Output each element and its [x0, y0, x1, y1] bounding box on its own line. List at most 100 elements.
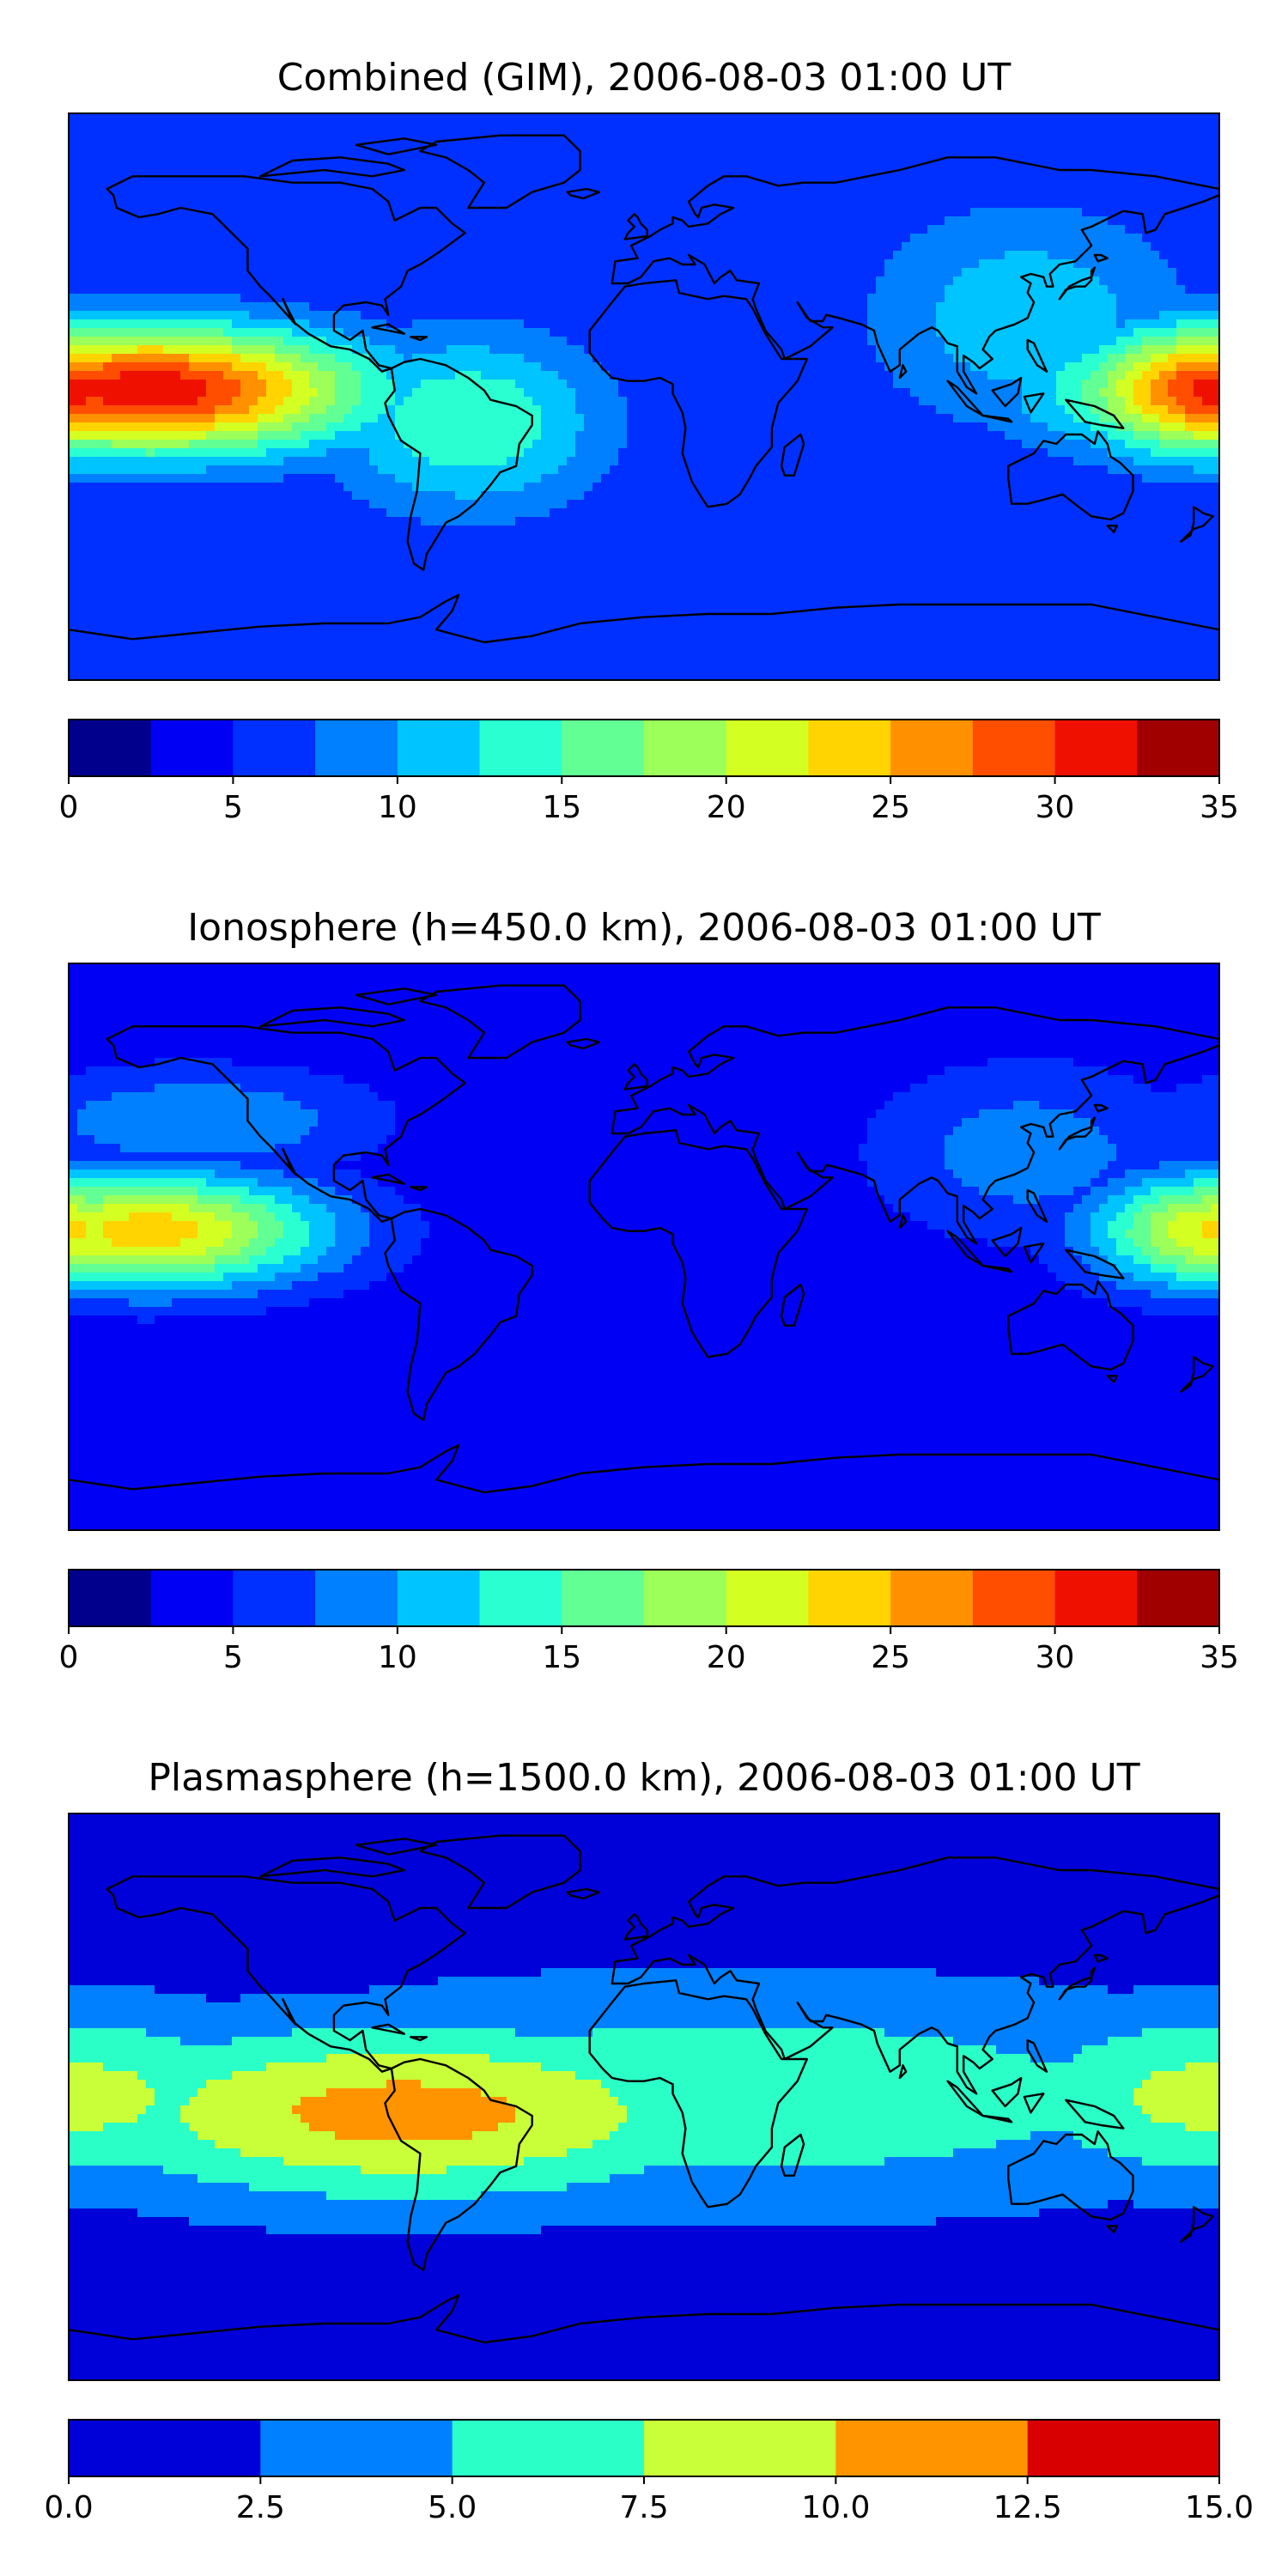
field-cell [927, 173, 937, 183]
field-cell [678, 311, 688, 320]
field-cell [1039, 268, 1048, 277]
field-cell [841, 397, 851, 406]
field-cell [481, 397, 490, 406]
field-cell [69, 139, 78, 149]
field-cell [867, 414, 877, 423]
field-cell [129, 431, 138, 440]
field-cell [713, 234, 722, 243]
field-cell [275, 131, 284, 140]
field-cell [94, 380, 104, 389]
field-cell [292, 302, 301, 312]
field-cell [352, 139, 361, 149]
field-cell [69, 302, 78, 312]
field-cell [1151, 234, 1160, 243]
field-cell [1151, 380, 1160, 389]
field-cell [1176, 276, 1186, 286]
field-cell [86, 113, 95, 123]
field-cell [833, 139, 842, 149]
field-cell [738, 182, 748, 191]
field-cell [361, 319, 370, 329]
field-cell [902, 337, 911, 346]
field-cell [1194, 422, 1203, 432]
field-cell [1176, 319, 1186, 329]
field-cell [1082, 354, 1091, 363]
field-cell [1108, 208, 1117, 217]
field-cell [859, 131, 868, 140]
field-cell [1194, 328, 1203, 337]
field-cell [369, 319, 379, 329]
field-cell [773, 294, 782, 303]
field-cell [301, 268, 310, 277]
field-cell [618, 354, 628, 363]
field-cell [1039, 422, 1048, 432]
field-cell [661, 268, 671, 277]
field-cell [567, 302, 576, 312]
field-cell [155, 414, 164, 423]
field-cell [146, 345, 155, 355]
field-cell [910, 131, 920, 140]
field-cell [1116, 380, 1126, 389]
field-cell [1176, 328, 1186, 337]
field-cell [1099, 345, 1109, 355]
field-cell [781, 182, 791, 191]
field-cell [472, 294, 482, 303]
field-cell [764, 182, 774, 191]
field-cell [455, 414, 465, 423]
field-cell [515, 414, 525, 423]
field-cell [1125, 371, 1134, 380]
field-cell [318, 208, 327, 217]
field-cell [189, 388, 198, 398]
field-cell [172, 148, 181, 157]
field-cell [790, 139, 799, 149]
field-cell [249, 131, 258, 140]
field-cell [163, 191, 173, 200]
field-cell [386, 148, 396, 157]
field-cell [1194, 242, 1203, 252]
field-cell [730, 319, 739, 329]
field-cell [361, 276, 370, 286]
field-cell [1091, 276, 1100, 286]
field-cell [378, 354, 387, 363]
field-cell [447, 139, 456, 149]
field-cell [481, 242, 490, 252]
field-cell [773, 122, 782, 131]
field-cell [592, 113, 602, 123]
field-cell [69, 259, 78, 269]
field-cell [747, 362, 756, 372]
field-cell [1211, 216, 1219, 226]
field-cell [550, 173, 559, 183]
field-cell [833, 397, 842, 406]
field-cell [309, 182, 319, 191]
field-cell [215, 354, 224, 363]
field-cell [378, 319, 387, 329]
field-cell [824, 422, 834, 432]
field-cell [335, 371, 344, 380]
field-cell [292, 216, 301, 226]
field-cell [653, 156, 662, 166]
field-cell [120, 397, 130, 406]
field-cell [335, 345, 344, 355]
field-cell [747, 131, 756, 140]
field-cell [258, 302, 267, 312]
field-cell [223, 251, 233, 260]
field-cell [189, 191, 198, 200]
field-cell [1056, 208, 1066, 217]
field-cell [1202, 405, 1212, 415]
field-cell [945, 319, 954, 329]
field-cell [953, 139, 963, 149]
field-cell [1022, 199, 1031, 209]
field-cell [1013, 225, 1023, 234]
field-cell [1013, 113, 1023, 123]
field-cell [1133, 122, 1143, 131]
field-cell [249, 380, 258, 389]
field-cell [884, 302, 894, 312]
field-cell [318, 122, 327, 131]
field-cell [266, 191, 276, 200]
field-cell [421, 276, 430, 286]
field-cell [146, 148, 155, 157]
field-cell [120, 225, 130, 234]
field-cell [738, 371, 748, 380]
field-cell [464, 328, 473, 337]
field-cell [1073, 251, 1083, 260]
field-cell [919, 268, 928, 277]
